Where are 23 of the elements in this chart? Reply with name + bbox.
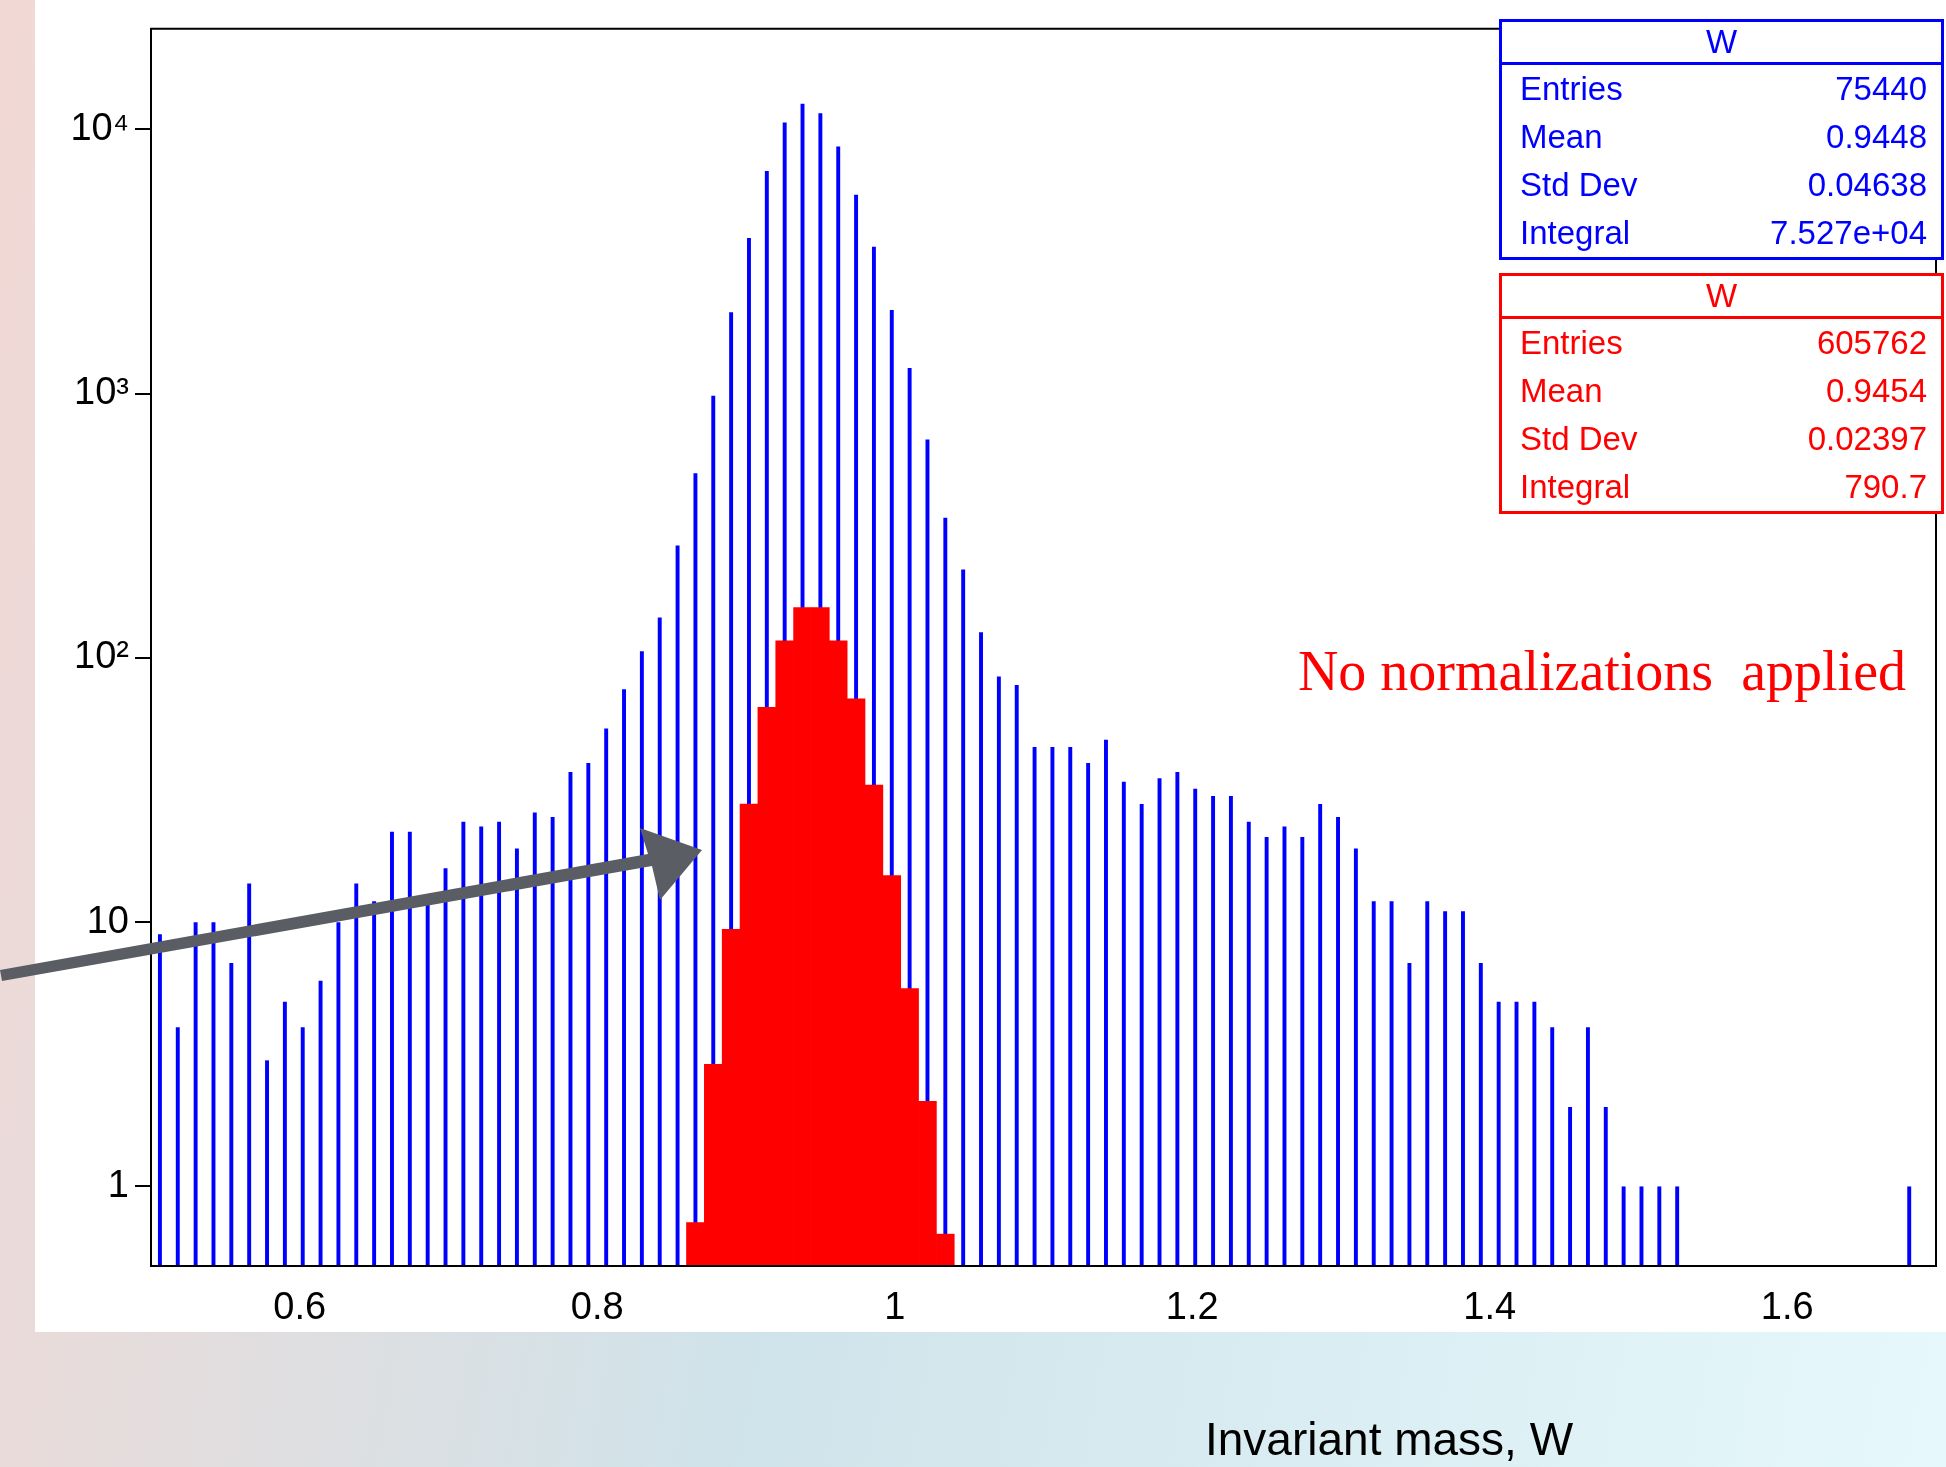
text: Mean 0.9454: [1520, 372, 1927, 409]
y-tick-label: 10: [86, 898, 129, 941]
x-tick-label: 1.6: [1760, 1285, 1814, 1328]
y-tick-label: 10³: [74, 370, 129, 413]
x-tick-label: 0.6: [273, 1285, 327, 1328]
text: Integral 790.7: [1520, 468, 1927, 505]
text: W: [1502, 22, 1941, 65]
text: Std Dev 0.02397: [1520, 420, 1927, 457]
y-tick-label: 10²: [74, 634, 129, 677]
text: Integral 7.527e+04: [1520, 214, 1927, 251]
x-tick-label: 1.2: [1165, 1285, 1219, 1328]
x-tick-label: 1: [884, 1285, 906, 1328]
text: Entries 605762: [1520, 324, 1927, 361]
text: W: [1502, 276, 1941, 319]
text: Mean 0.9448: [1520, 118, 1927, 155]
x-axis-title: Invariant mass, W: [1205, 1412, 1574, 1466]
text: Std Dev 0.04638: [1520, 166, 1927, 203]
x-tick-label: 1.4: [1463, 1285, 1517, 1328]
y-tick-label: 1: [107, 1162, 129, 1205]
text: Entries 75440: [1520, 70, 1927, 107]
x-tick-label: 0.8: [570, 1285, 624, 1328]
y-tick-label: 10⁴: [70, 105, 129, 148]
annotation: No normalizations applied: [1297, 640, 1906, 702]
